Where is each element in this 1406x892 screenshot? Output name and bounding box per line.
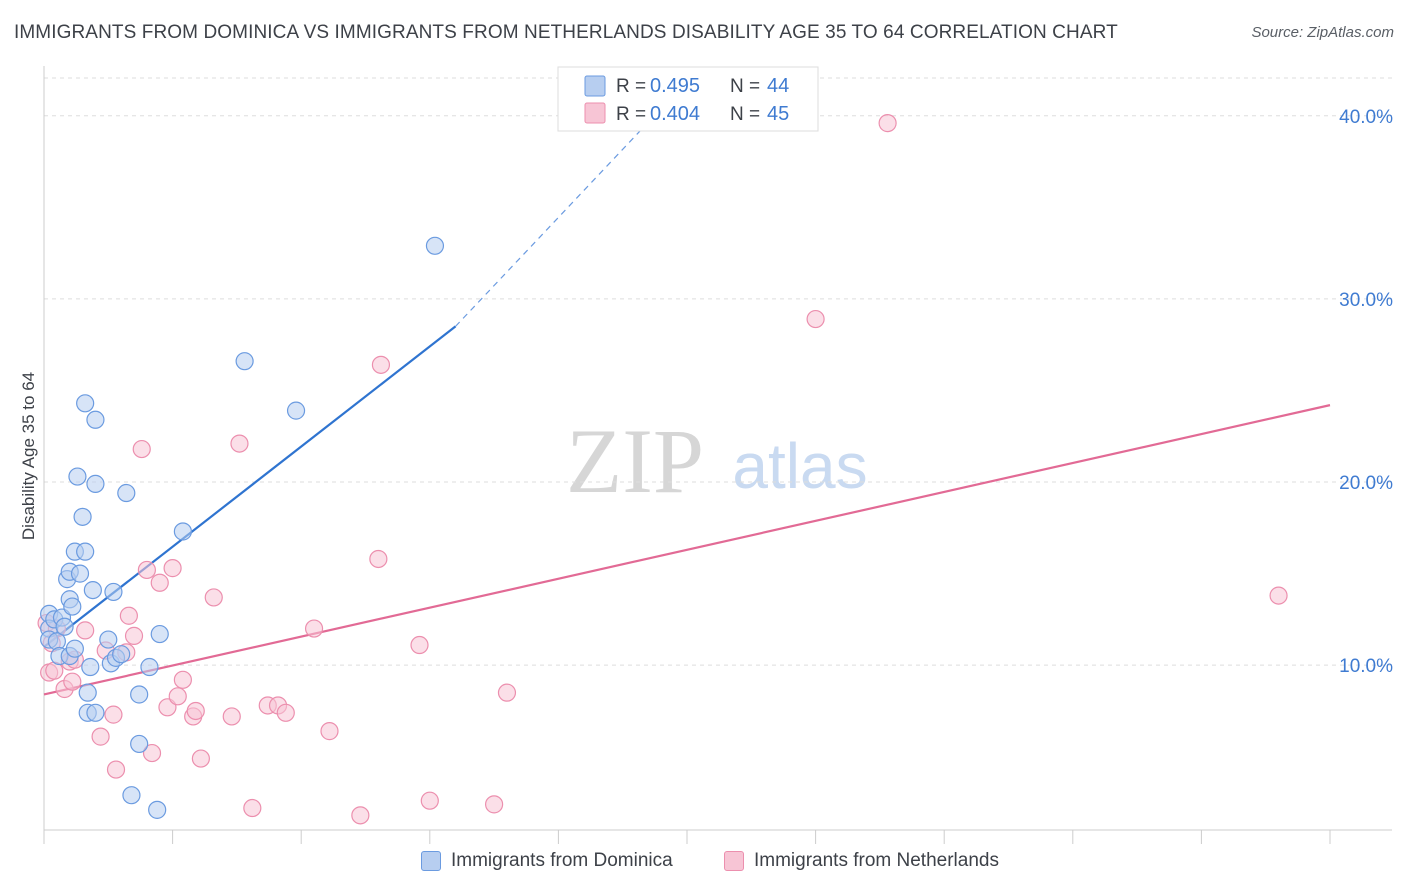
point-netherlands [76,621,95,640]
watermark-atlas: atlas [732,430,867,502]
point-dominica [173,522,192,541]
point-dominica [130,685,149,704]
point-dominica [63,597,82,616]
point-netherlands [369,549,388,569]
legend-r-label: R = [616,104,646,125]
y-tick-label: 20.0% [1339,473,1393,494]
y-tick-label: 30.0% [1339,290,1393,311]
trendline-dominica-extension [455,108,662,327]
point-netherlands [320,722,339,741]
legend-item-netherlands: Immigrants from Netherlands [724,850,999,872]
point-netherlands [142,743,162,763]
point-dominica [83,580,102,600]
point-dominica [55,617,74,636]
point-netherlands [104,705,123,724]
point-netherlands [410,635,429,655]
point-netherlands [168,687,187,706]
axes [43,66,1392,844]
point-netherlands [351,806,370,825]
point-dominica [104,582,123,602]
chart-title: IMMIGRANTS FROM DOMINICA VS IMMIGRANTS F… [14,22,1118,43]
point-dominica [86,410,105,429]
point-netherlands [485,795,504,814]
point-netherlands [371,355,391,374]
trendlines [43,108,1331,696]
legend-swatch-pink [724,851,744,871]
y-tick-label: 10.0% [1339,656,1393,677]
point-netherlands [124,626,144,645]
point-dominica [117,483,136,503]
legend-n-value: 45 [767,103,789,125]
legend-n-label: N = [730,76,760,97]
legend-n-label: N = [730,104,760,125]
point-netherlands [91,727,110,746]
legend-swatch-blue [421,851,441,871]
legend-n-value: 44 [767,75,789,97]
watermark-zip: ZIP [566,410,704,512]
point-dominica [130,734,149,754]
point-netherlands [276,703,295,722]
point-dominica [73,507,92,526]
point-netherlands [137,560,156,580]
data-points [37,114,1288,825]
point-dominica [65,639,84,658]
legend-r-label: R = [616,76,646,97]
point-dominica [86,703,105,722]
point-dominica [99,630,118,649]
legend-item-dominica: Immigrants from Dominica [421,850,673,872]
point-dominica [140,657,159,677]
point-netherlands [63,672,82,691]
point-dominica [148,800,167,819]
point-netherlands [106,760,126,779]
point-dominica [70,564,90,583]
tick-labels: 10.0%20.0%30.0%40.0%0.0%25.0% [1339,107,1393,677]
legend-label: Immigrants from Dominica [451,850,673,871]
point-dominica [81,657,100,677]
point-netherlands [173,670,192,689]
point-netherlands [878,114,897,133]
point-netherlands [186,701,205,721]
point-dominica [112,645,131,664]
point-netherlands [497,683,517,702]
point-netherlands [243,798,262,818]
point-netherlands [420,791,439,810]
point-netherlands [1269,586,1288,605]
source-label: Source: ZipAtlas.com [1251,24,1394,41]
legend-r-value: 0.495 [650,75,700,97]
point-dominica [235,352,254,371]
point-dominica [68,467,87,486]
scatter-chart: ZIP atlas 10.0%20.0%30.0%40.0%0.0%25.0% … [19,66,1393,844]
point-dominica [150,624,169,644]
trendline-dominica [43,325,457,648]
y-axis-label: Disability Age 35 to 64 [19,372,38,540]
point-netherlands [222,707,241,726]
legend-r-value: 0.404 [650,103,700,125]
point-netherlands [132,439,151,459]
point-netherlands [204,588,223,607]
point-dominica [122,786,141,805]
point-netherlands [191,749,210,768]
watermark: ZIP atlas [566,410,868,512]
point-netherlands [230,434,249,453]
legend-label: Immigrants from Netherlands [754,850,999,871]
correlation-legend: R = 0.495 N = 44 R = 0.404 N = 45 [557,66,819,132]
point-dominica [86,474,105,493]
series-legend: Immigrants from Dominica Immigrants from… [0,850,1406,878]
point-netherlands [150,573,169,592]
point-dominica [76,394,95,413]
point-dominica [425,236,445,255]
point-netherlands [806,309,825,329]
legend-swatch-pink [584,102,606,124]
trendline-netherlands [43,404,1331,696]
point-dominica [78,683,97,702]
point-dominica [76,542,95,561]
legend-swatch-blue [584,75,606,97]
gridlines [44,77,1392,666]
y-tick-label: 40.0% [1339,107,1393,128]
point-netherlands [163,559,182,578]
point-netherlands [304,619,324,638]
point-dominica [286,401,306,420]
point-netherlands [119,606,138,625]
